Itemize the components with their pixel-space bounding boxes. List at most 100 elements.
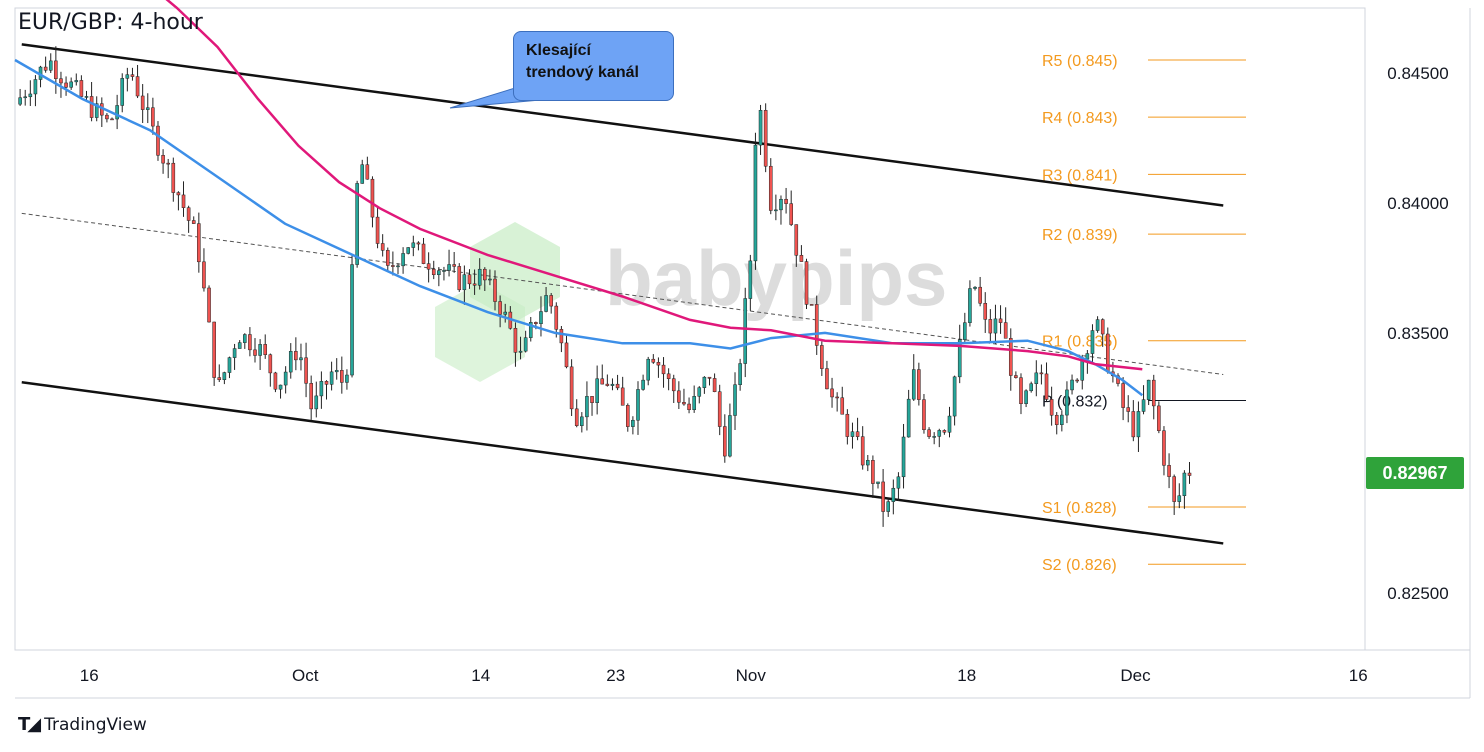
candle-body (329, 371, 334, 385)
brand-name: TradingView (44, 714, 147, 735)
candle (202, 248, 206, 292)
candle-body (605, 383, 610, 386)
candle (809, 304, 814, 306)
candle-body (978, 286, 982, 304)
candle (125, 67, 130, 92)
candle-body (1141, 399, 1146, 412)
candle-body (406, 247, 410, 254)
candle (1044, 362, 1049, 402)
candle-body (380, 243, 385, 251)
candle-body (942, 430, 947, 433)
candle (876, 481, 880, 489)
candle (258, 339, 262, 370)
candle (697, 386, 702, 404)
candle-body (253, 349, 257, 356)
candle-body (207, 287, 211, 323)
candle-body (217, 377, 222, 380)
candle (171, 157, 176, 202)
candle-body (528, 322, 533, 338)
candle-body (615, 383, 620, 389)
candle-body (145, 107, 150, 110)
candle (243, 333, 247, 349)
candle (64, 76, 68, 96)
candle-body (197, 223, 201, 263)
candle-body (891, 487, 896, 502)
channel-lower-line (21, 381, 1224, 545)
candle-body (748, 260, 753, 299)
candle-body (493, 278, 497, 302)
candle-body (947, 415, 952, 433)
chart-title: EUR/GBP: 4-hour (18, 10, 203, 35)
candle (886, 498, 890, 517)
pivot-label-0: R5 (0.845) (1042, 53, 1118, 70)
candle-body (636, 389, 640, 421)
candle-body (963, 322, 967, 340)
candle (115, 94, 119, 130)
y-tick-label-2: 0.83500 (1387, 324, 1448, 343)
candle (927, 427, 931, 439)
candle-body (1126, 407, 1131, 412)
candle (161, 149, 165, 174)
candle-body (59, 78, 63, 84)
candle-body (1172, 476, 1176, 502)
candle-body (299, 357, 303, 361)
candle-body (830, 388, 834, 398)
candle-body (166, 162, 170, 165)
candle-body (18, 97, 22, 105)
candle-body (983, 303, 988, 320)
candle (590, 396, 594, 416)
candle-body (483, 268, 487, 281)
candle (488, 269, 492, 286)
candle-body (1014, 375, 1018, 378)
candle-body (69, 81, 73, 88)
candle (1167, 453, 1171, 489)
candle-body (1049, 399, 1054, 416)
candle-body (1034, 372, 1039, 384)
candle (682, 388, 686, 406)
candle-body (457, 266, 462, 291)
candle (253, 338, 257, 363)
candle-body (733, 384, 737, 416)
candle (288, 343, 293, 379)
candle-body (1054, 414, 1059, 425)
candle (523, 330, 528, 353)
candle (968, 280, 972, 327)
candle (1029, 381, 1033, 393)
candle (340, 356, 344, 394)
candle (1019, 373, 1023, 415)
candle (350, 254, 354, 378)
candle-body (1029, 383, 1033, 392)
candle-body (728, 415, 732, 457)
candle-body (181, 194, 186, 208)
candle-body (416, 242, 421, 245)
candle-body (871, 460, 875, 484)
candle-body (431, 268, 436, 276)
candle-body (360, 164, 365, 184)
candle-body (314, 395, 319, 410)
candle-body (1182, 472, 1187, 496)
candle-body (738, 363, 742, 385)
candle-body (539, 311, 543, 325)
candle-body (901, 436, 906, 478)
pivot-label-2: R3 (0.841) (1042, 167, 1118, 184)
candle-body (232, 348, 237, 358)
candle-body (309, 383, 313, 410)
candle (1100, 318, 1105, 347)
candle (437, 267, 441, 287)
candle (1146, 379, 1151, 406)
candle (273, 371, 278, 393)
candle-body (263, 344, 268, 355)
candle (677, 381, 681, 410)
candle (375, 205, 380, 249)
pivot-label-1: R4 (0.843) (1042, 110, 1118, 127)
candle (186, 205, 191, 233)
candle (835, 392, 839, 412)
candle-body (1177, 495, 1182, 502)
candle-body (523, 337, 528, 352)
candle-body (1065, 389, 1069, 416)
plot-area (14, 7, 1366, 651)
candle (299, 343, 303, 371)
candle (232, 343, 237, 370)
candle (998, 305, 1003, 334)
